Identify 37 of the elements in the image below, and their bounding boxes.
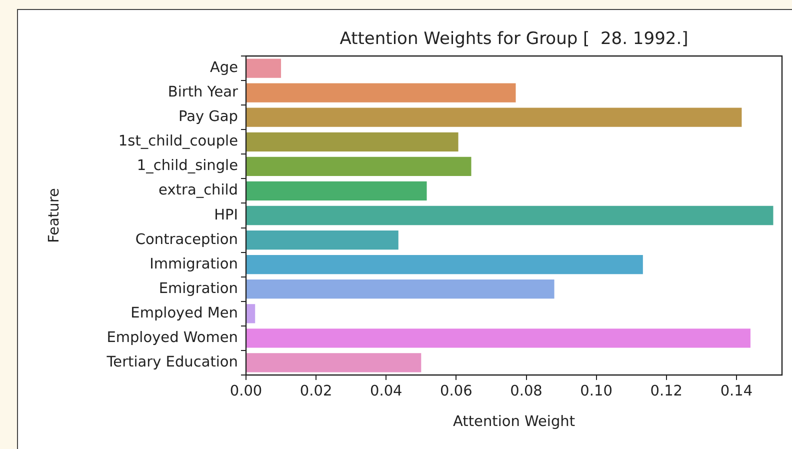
- x-tick-label: 0.02: [300, 383, 332, 400]
- bar: [246, 58, 282, 78]
- bar: [246, 181, 427, 201]
- y-tick-label: Immigration: [150, 256, 238, 272]
- y-tick-label: Employed Women: [106, 330, 238, 346]
- bar: [246, 255, 643, 274]
- bar: [246, 328, 750, 348]
- y-tick-label: Contraception: [135, 232, 238, 248]
- x-tick-label: 0.14: [720, 383, 753, 400]
- x-tick-label: 0.00: [230, 383, 262, 400]
- y-tick-label: 1_child_single: [136, 158, 238, 174]
- x-tick-label: 0.04: [370, 383, 402, 400]
- chart-title: Attention Weights for Group [ 28. 1992.]: [340, 28, 688, 49]
- x-tick-label: 0.12: [650, 383, 683, 400]
- y-tick-label: Age: [210, 60, 238, 76]
- bar: [246, 353, 422, 372]
- y-tick-label: Birth Year: [168, 84, 238, 101]
- x-tick-label: 0.08: [510, 383, 542, 400]
- bar: [246, 83, 516, 102]
- x-tick-label: 0.06: [440, 383, 472, 400]
- bar: [246, 304, 256, 324]
- y-tick-label: Tertiary Education: [106, 354, 238, 370]
- x-tick-label: 0.10: [580, 383, 612, 400]
- y-tick-label: Pay Gap: [178, 109, 238, 126]
- bar: [246, 108, 742, 127]
- y-tick-label: Employed Men: [130, 305, 238, 322]
- y-tick-label: HPI: [214, 207, 238, 224]
- bar: [246, 280, 554, 299]
- y-axis-title: Feature: [46, 188, 62, 243]
- y-tick-label: 1st_child_couple: [118, 134, 238, 150]
- x-axis-title: Attention Weight: [452, 414, 576, 430]
- bar: [246, 132, 458, 152]
- y-tick-label: Emigration: [158, 280, 238, 297]
- bar: [246, 230, 398, 250]
- bar: [246, 206, 774, 226]
- bar: [246, 156, 472, 176]
- y-tick-label: extra_child: [158, 182, 238, 199]
